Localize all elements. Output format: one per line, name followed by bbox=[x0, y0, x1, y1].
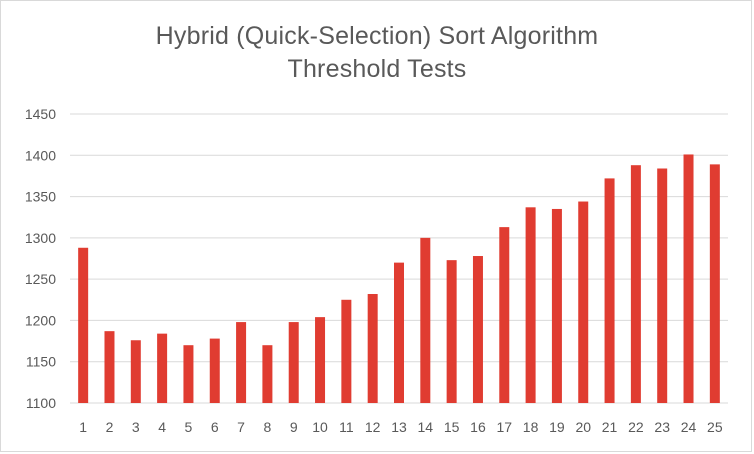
bar-25 bbox=[709, 164, 720, 403]
bar-19 bbox=[551, 208, 562, 403]
x-tick-label: 22 bbox=[628, 419, 644, 435]
y-tick-label: 1200 bbox=[25, 312, 56, 328]
chart-subtitle: Threshold Tests bbox=[287, 55, 467, 83]
chart-title-line-1: Hybrid (Quick-Selection) Sort Algorithm bbox=[155, 22, 599, 50]
bar-13 bbox=[394, 262, 404, 403]
x-tick-label: 16 bbox=[470, 419, 486, 435]
bar-21 bbox=[604, 178, 615, 403]
y-tick-label: 1300 bbox=[25, 230, 56, 246]
x-tick-label: 12 bbox=[365, 419, 381, 435]
y-tick-label: 1100 bbox=[26, 395, 56, 411]
chart-title: Hybrid (Quick-Selection) Sort Algorithm … bbox=[0, 20, 754, 86]
x-tick-label: 24 bbox=[681, 419, 697, 435]
x-tick-label: 17 bbox=[496, 419, 512, 435]
bar-10 bbox=[315, 317, 326, 403]
bar-1 bbox=[78, 247, 89, 403]
x-tick-label: 25 bbox=[707, 419, 723, 435]
x-tick-label: 14 bbox=[418, 419, 434, 435]
x-tick-label: 2 bbox=[106, 419, 114, 435]
x-tick-label: 8 bbox=[264, 419, 272, 435]
x-tick-label: 9 bbox=[290, 419, 298, 435]
x-tick-label: 1 bbox=[79, 419, 87, 435]
y-tick-label: 1250 bbox=[25, 271, 56, 287]
bar-22 bbox=[630, 165, 641, 403]
bar-12 bbox=[367, 294, 378, 403]
bar-11 bbox=[341, 299, 352, 403]
bar-5 bbox=[183, 345, 194, 403]
bar-8 bbox=[262, 345, 273, 403]
bar-18 bbox=[525, 207, 536, 403]
y-tick-label: 1350 bbox=[25, 189, 56, 205]
x-tick-label: 21 bbox=[602, 419, 618, 435]
x-tick-label: 13 bbox=[391, 419, 407, 435]
x-axis-labels: 1 2 3 4 5 6 7 8 9 10 11 12 13 14 15 16 17 18 19 20 21 22 23 24 2… bbox=[79, 419, 723, 435]
x-tick-label: 18 bbox=[523, 419, 539, 435]
bar-15 bbox=[446, 260, 457, 403]
bar-7 bbox=[236, 322, 247, 403]
bar-17 bbox=[499, 227, 510, 403]
bar-4 bbox=[157, 333, 168, 403]
x-tick-label: 7 bbox=[237, 419, 245, 435]
x-tick-label: 6 bbox=[211, 419, 219, 435]
bar-20 bbox=[578, 201, 589, 403]
x-tick-label: 20 bbox=[575, 419, 591, 435]
bar-3 bbox=[130, 340, 141, 403]
bar-2 bbox=[104, 331, 115, 403]
y-tick-label: 1150 bbox=[26, 354, 56, 370]
x-tick-label: 19 bbox=[549, 419, 565, 435]
x-tick-label: 23 bbox=[654, 419, 670, 435]
bar-23 bbox=[657, 168, 668, 403]
bar-16 bbox=[472, 256, 483, 403]
bar-9 bbox=[288, 322, 299, 403]
x-tick-label: 4 bbox=[158, 419, 166, 435]
x-tick-label: 5 bbox=[185, 419, 193, 435]
bar-series bbox=[78, 154, 720, 403]
bar-14 bbox=[420, 237, 431, 403]
y-tick-label: 1450 bbox=[25, 106, 56, 122]
x-tick-label: 10 bbox=[312, 419, 328, 435]
bar-6 bbox=[209, 338, 220, 403]
x-tick-label: 15 bbox=[444, 419, 460, 435]
bar-24 bbox=[683, 154, 694, 403]
x-tick-label: 3 bbox=[132, 419, 140, 435]
y-tick-label: 1400 bbox=[25, 147, 56, 163]
y-axis-labels: 1100 1150 1200 1250 1300 1350 1400 1450 bbox=[25, 106, 56, 411]
x-tick-label: 11 bbox=[339, 419, 354, 435]
